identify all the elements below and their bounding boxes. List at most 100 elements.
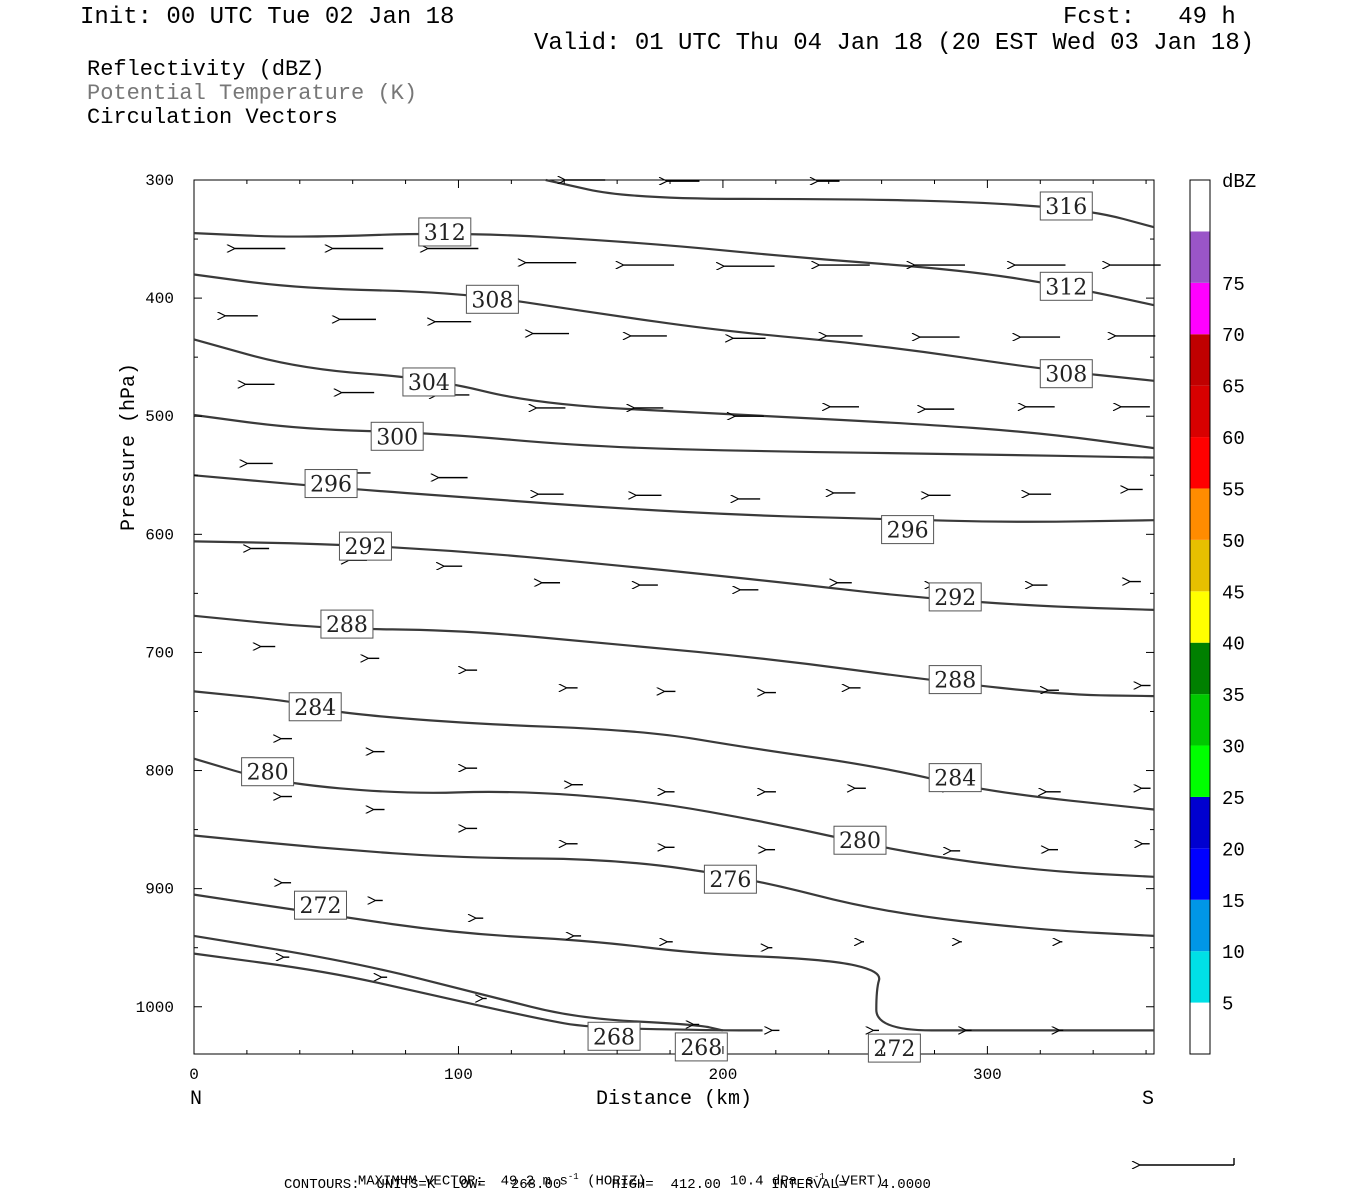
- y-axis-label: Pressure (hPa): [118, 363, 141, 531]
- reference-vector: [1140, 1158, 1235, 1165]
- legend-potential-temperature: Potential Temperature (K): [87, 81, 418, 106]
- max-vector-line: MAXIMUM VECTOR: 49.2 m s-1 (HORIZ) 10.4 …: [341, 1159, 884, 1189]
- colorbar-tick-label: 20: [1222, 839, 1245, 861]
- contour-label: 292: [344, 535, 386, 560]
- forecast-hour: Fcst: 49 h: [1063, 4, 1236, 31]
- x-tick-label: 200: [709, 1066, 738, 1084]
- y-tick-label: 300: [145, 172, 174, 190]
- contour-label-box: [370, 421, 424, 451]
- contour-label: 268: [593, 1025, 635, 1050]
- contour-label-box: [304, 469, 358, 499]
- vector-layer: [225, 180, 1161, 1030]
- contour-label-box: [928, 582, 982, 612]
- contour-label-box: [867, 1033, 921, 1063]
- colorbar-tick-label: 15: [1222, 891, 1245, 913]
- x-axis-label: Distance (km): [596, 1088, 752, 1111]
- max-vector-vert-tag: (VERT): [833, 1173, 884, 1190]
- contour-label-box: [418, 217, 472, 247]
- contour-label: 284: [934, 767, 976, 792]
- colorbar-tick-label: 30: [1222, 737, 1245, 759]
- horiz-exponent: -1: [567, 1172, 579, 1182]
- colorbar-segment: [1190, 334, 1210, 386]
- init-time: Init: 00 UTC Tue 02 Jan 18: [80, 4, 455, 31]
- legend-circulation-vectors: Circulation Vectors: [87, 105, 338, 130]
- y-tick-label: 400: [145, 290, 174, 308]
- north-label: N: [190, 1088, 202, 1111]
- y-tick-label: 800: [145, 763, 174, 781]
- colorbar-tick-label: 70: [1222, 325, 1245, 347]
- contour-label: 296: [887, 519, 929, 544]
- contour-label-box: [928, 665, 982, 695]
- colorbar-segment: [1190, 591, 1210, 643]
- contour-label-box: [288, 692, 342, 722]
- contour-label-box: [928, 763, 982, 793]
- colorbar-segment: [1190, 488, 1210, 540]
- isentrope-268: [193, 934, 724, 1032]
- contour-label: 280: [839, 829, 881, 854]
- colorbar-tick-label: 5: [1222, 994, 1233, 1016]
- contour-label: 284: [294, 696, 336, 721]
- contour-label-box: [320, 609, 374, 639]
- contour-label: 276: [709, 868, 751, 893]
- contour-label: 300: [376, 425, 418, 450]
- colorbar-segment: [1190, 437, 1210, 489]
- colorbar-segment: [1190, 539, 1210, 592]
- colorbar-segment: [1190, 385, 1210, 438]
- valid-time: Valid: 01 UTC Thu 04 Jan 18 (20 EST Wed …: [534, 30, 1255, 57]
- contour-label-box: [241, 757, 295, 787]
- colorbar-tick-label: 35: [1222, 685, 1245, 707]
- y-tick-label: 700: [145, 644, 174, 662]
- contour-label-box: [674, 1032, 728, 1062]
- colorbar-segment: [1190, 796, 1210, 849]
- contour-label-box: [465, 284, 519, 314]
- contour-label: 308: [471, 288, 513, 313]
- contour-label: 268: [680, 1036, 722, 1061]
- colorbar-tick-label: 50: [1222, 531, 1245, 553]
- isentrope-288: [193, 614, 1155, 698]
- colorbar-segment: [1190, 899, 1210, 952]
- contour-label-box: [293, 890, 347, 920]
- colorbar-tick-label: 25: [1222, 788, 1245, 810]
- contour-label: 308: [1045, 363, 1087, 388]
- isentrope-300: [193, 413, 1155, 459]
- y-tick-label: 600: [145, 526, 174, 544]
- colorbar-segment: [1190, 180, 1210, 232]
- contour-label: 304: [408, 371, 450, 396]
- plot-border: [193, 179, 1155, 1055]
- y-tick-label: 500: [145, 408, 174, 426]
- contour-label: 292: [934, 586, 976, 611]
- isentrope-268: [193, 952, 763, 1032]
- max-vector-horiz-tag: (HORIZ): [587, 1173, 646, 1190]
- max-vector-vert: 10.4 dPa s: [729, 1173, 814, 1190]
- colorbar-title: dBZ: [1222, 171, 1256, 193]
- y-tick-label: 1000: [136, 999, 174, 1017]
- contour-label-box: [881, 515, 935, 545]
- colorbar-tick-label: 65: [1222, 377, 1245, 399]
- contour-label-box: [338, 531, 392, 561]
- axis-layer: 300 400 500 600 700 800 900 1000 0 100 200 300 Dista…: [118, 172, 1154, 1111]
- isentrope-312: [193, 232, 1155, 307]
- contour-label: 280: [247, 761, 289, 786]
- colorbar-segment: [1190, 1002, 1210, 1054]
- contour-label-box: [587, 1021, 641, 1051]
- contour-label: 272: [299, 894, 341, 919]
- isentrope-292: [193, 540, 1155, 611]
- contour-label: 288: [326, 613, 368, 638]
- contour-label-box: [703, 864, 757, 894]
- isentrope-308: [193, 273, 1155, 382]
- colorbar-border: [1189, 179, 1211, 1055]
- contour-label: 288: [934, 669, 976, 694]
- colorbar-tick-label: 40: [1222, 634, 1245, 656]
- colorbar-tick-label: 45: [1222, 582, 1245, 604]
- colorbar-tick-label: 10: [1222, 942, 1245, 964]
- contour-label-box: [1039, 359, 1093, 389]
- contour-label: 272: [873, 1037, 915, 1062]
- colorbar-segment: [1190, 848, 1210, 900]
- x-tick-label: 0: [189, 1066, 199, 1084]
- colorbar-segment: [1190, 642, 1210, 695]
- colorbar-segment: [1190, 951, 1210, 1003]
- contour-label-layer: 316 312 312 308 308 304 300 296 296 292 292 288 288 2…: [241, 191, 1093, 1063]
- vert-exponent: -1: [813, 1172, 825, 1182]
- legend-reflectivity: Reflectivity (dBZ): [87, 57, 325, 82]
